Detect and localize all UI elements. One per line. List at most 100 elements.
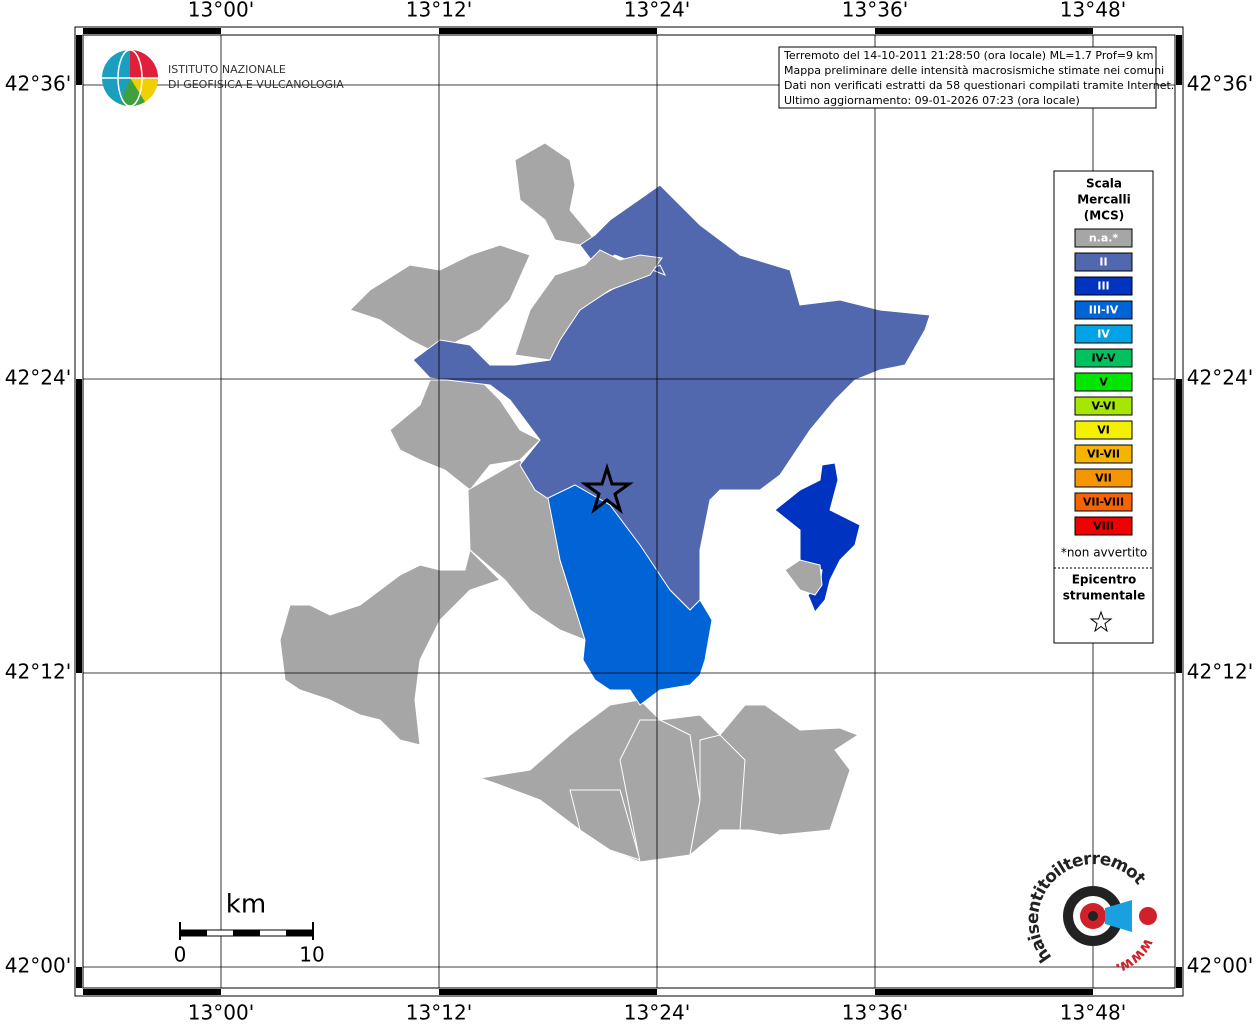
epicenter-star [580,462,634,515]
legend-title: Scala [1086,177,1122,191]
frame-bar [439,989,657,995]
institute-line: DI GEOFISICA E VULCANOLOGIA [168,78,344,91]
logo-question [1139,907,1157,925]
legend-swatch [1074,228,1133,248]
legend-label: VI-VII [1087,448,1120,461]
municipality [389,379,541,491]
info-line: Ultimo aggiornamento: 09-01-2026 07:23 (… [784,94,1080,107]
scale-block [180,930,207,936]
legend-swatch [1074,444,1133,464]
frame-bar [1176,35,1182,85]
logo-dot [1088,911,1098,921]
municipality [774,462,861,613]
frame-bar [76,379,82,673]
info-line: Terremoto del 14-10-2011 21:28:50 (ora l… [783,49,1154,62]
frame-bars [76,28,1182,995]
legend-epicenter: Epicentro [1072,573,1137,587]
frame-bar [1176,967,1182,988]
municipality [279,549,501,746]
logo-beam [1105,900,1132,932]
frame-bar [76,85,82,379]
frame-labels: 13°00' 13°00' 13°12' 13°12' 13°24' 13°24' 13°3… [5,0,1253,1024]
lon-label: 13°48' [1060,0,1126,22]
lon-label: 13°36' [842,1001,908,1024]
municipality [619,719,701,863]
legend-title: (MCS) [1084,209,1125,223]
legend-swatch [1074,420,1133,440]
legend-swatch [1074,396,1133,416]
lat-label: 42°36' [5,72,71,96]
scale-unit: km [226,890,266,920]
legend-swatch [1074,300,1133,320]
logo-segment [130,50,158,78]
legend-label: n.a.* [1089,232,1119,245]
legend-title: Mercalli [1077,193,1131,207]
legend-swatch [1074,252,1133,272]
lon-label: 13°36' [842,0,908,22]
frame-bar [76,967,82,988]
lat-label: 42°12' [5,660,71,684]
lon-label: 13°24' [624,0,690,22]
legend-label: VII-VIII [1083,496,1124,509]
scale-block [286,930,313,936]
frame-bar [1176,85,1182,379]
institute-line: ISTITUTO NAZIONALE [168,63,286,76]
legend-label: VI [1097,424,1110,437]
frame-bar [657,28,875,34]
frame-bar [221,28,439,34]
legend-label: IV-V [1091,352,1116,365]
lon-label: 13°00' [188,0,254,22]
logo-segment [130,78,159,102]
scale-block [233,930,260,936]
scale-label: 0 [174,943,187,967]
municipality [689,734,746,857]
frame-bar [83,989,221,995]
frame-bar [439,28,657,34]
frame-bar [1093,989,1175,995]
lon-label: 13°48' [1060,1001,1126,1024]
info-line: Dati non verificati estratti da 58 quest… [784,79,1174,92]
legend-swatch [1074,492,1133,512]
municipality [547,484,713,706]
legend-label: II [1099,256,1107,269]
legend-label: VII [1095,472,1112,485]
lat-label: 42°12' [1187,660,1253,684]
lat-label: 42°24' [5,366,71,390]
frame-bar [1093,28,1175,34]
municipality [784,559,823,596]
lon-label: 13°00' [188,1001,254,1024]
frame-bar [221,989,439,995]
frame-inner [82,34,1176,989]
legend-note: *non avvertito [1061,546,1147,560]
lat-label: 42°00' [5,954,71,978]
legend-label: III [1097,280,1109,293]
frame-bar [1176,673,1182,967]
municipalities [279,142,931,863]
lat-label: 42°36' [1187,72,1253,96]
frame-bar [875,28,1093,34]
frame-bar [83,28,221,34]
municipality [514,249,663,361]
lon-label: 13°24' [624,1001,690,1024]
legend-label: V-VI [1091,400,1115,413]
lat-label: 42°00' [1187,954,1253,978]
frame-outer [74,26,1184,997]
legend: Scala Mercalli (MCS) *non avvertito Epic… [1053,170,1154,644]
municipality [349,244,531,351]
legend-star [1089,610,1113,633]
ingv-logo: ISTITUTO NAZIONALE DI GEOFISICA E VULCAN… [102,49,344,107]
lon-label: 13°12' [406,0,472,22]
legend-swatch [1074,276,1133,296]
frame-bar [76,35,82,85]
info-line: Mappa preliminare delle intensità macros… [784,64,1164,77]
frame-bar [875,989,1093,995]
info-box: Terremoto del 14-10-2011 21:28:50 (ora l… [778,46,1174,109]
scalebar: km 0 10 [174,890,325,967]
legend-epicenter: strumentale [1063,589,1146,603]
legend-swatch [1074,348,1133,368]
legend-label: VIII [1093,520,1114,533]
legend-swatch [1074,372,1133,392]
legend-label: III-IV [1089,304,1119,317]
legend-label: IV [1097,328,1110,341]
